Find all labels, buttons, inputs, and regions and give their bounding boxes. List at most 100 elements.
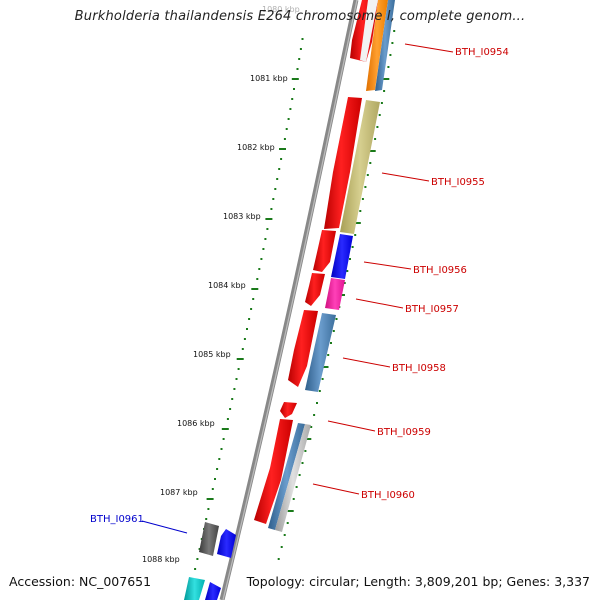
scale-minor-tick bbox=[220, 448, 223, 450]
guide-dot bbox=[316, 402, 318, 404]
gene-label-BTH_I0957[interactable]: BTH_I0957 bbox=[405, 304, 459, 315]
guide-dot bbox=[277, 558, 280, 560]
topology-text: Topology: circular; Length: 3,809,201 bp… bbox=[246, 574, 590, 589]
gene-label-BTH_I0959[interactable]: BTH_I0959 bbox=[377, 427, 431, 438]
guide-dot bbox=[343, 282, 346, 284]
gene-track-forward bbox=[254, 0, 378, 524]
guide-dot bbox=[351, 246, 354, 248]
gene-arrow-BTH_I0957[interactable] bbox=[305, 273, 325, 306]
guide-dot bbox=[305, 438, 312, 440]
scale-minor-tick bbox=[291, 98, 294, 100]
scale-minor-tick bbox=[205, 518, 208, 520]
scale-minor-tick bbox=[235, 378, 238, 380]
scale-major-tick bbox=[236, 358, 244, 360]
scale-minor-tick bbox=[196, 558, 199, 560]
scale-major-tick bbox=[251, 288, 259, 290]
scale-minor-tick bbox=[260, 258, 263, 260]
track-orange-segment bbox=[366, 0, 388, 91]
guide-dot bbox=[295, 486, 298, 488]
guide-dot bbox=[301, 462, 304, 464]
scale-minor-tick bbox=[211, 488, 214, 490]
guide-dot bbox=[366, 174, 369, 176]
scale-minor-tick bbox=[278, 168, 281, 170]
scale-label-1080: 1080 kbp bbox=[262, 5, 300, 14]
gene-arrow-BTH_I0960[interactable] bbox=[254, 419, 293, 524]
scale-label-1085: 1085 kbp bbox=[193, 350, 231, 359]
scale-minor-tick bbox=[276, 178, 279, 180]
gene-arrow-BTH_I0956[interactable] bbox=[313, 230, 336, 272]
gene-label-BTH_I0961[interactable]: BTH_I0961 bbox=[90, 514, 144, 525]
guide-dot bbox=[361, 198, 364, 200]
scale-labels: 1080 kbp 1081 kbp 1082 kbp 1083 kbp 1084… bbox=[142, 5, 300, 564]
scale-minor-tick bbox=[264, 238, 267, 240]
scale-minor-tick bbox=[222, 438, 225, 440]
scale-label-1084: 1084 kbp bbox=[208, 281, 246, 290]
scale-minor-tick bbox=[241, 348, 244, 350]
scale-minor-tick bbox=[194, 568, 197, 570]
scale-label-1087: 1087 kbp bbox=[160, 488, 198, 497]
scale-minor-tick bbox=[270, 208, 273, 210]
gene-label-BTH_I0958[interactable]: BTH_I0958 bbox=[392, 363, 446, 374]
guide-dot bbox=[330, 342, 332, 344]
gene-arrow-BTH_I0961[interactable] bbox=[199, 522, 219, 556]
gene-arrow-BTH_I0958[interactable] bbox=[288, 310, 318, 387]
guide-dot bbox=[335, 318, 338, 320]
gene-label-BTH_I0956[interactable]: BTH_I0956 bbox=[413, 265, 467, 276]
guide-dot bbox=[364, 186, 367, 188]
outer-guide-dots bbox=[277, 30, 396, 560]
scale-minor-tick bbox=[226, 418, 229, 420]
scale-minor-tick bbox=[293, 88, 295, 90]
guide-dot bbox=[389, 54, 392, 56]
gene-label-BTH_I0954[interactable]: BTH_I0954 bbox=[455, 47, 509, 58]
scale-minor-tick bbox=[262, 248, 265, 250]
scale-minor-tick bbox=[233, 388, 236, 390]
accession-text: Accession: NC_007651 bbox=[9, 574, 152, 589]
scale-minor-tick bbox=[285, 128, 288, 130]
scale-minor-tick bbox=[301, 38, 304, 40]
leader-BTH_I0958 bbox=[342, 357, 391, 368]
scale-minor-tick bbox=[266, 228, 269, 230]
gene-arrow-BTH_I0955[interactable] bbox=[324, 97, 362, 229]
scale-label-1086: 1086 kbp bbox=[177, 419, 215, 428]
guide-dot bbox=[346, 270, 349, 272]
guide-dot bbox=[391, 42, 394, 44]
track-white-segment bbox=[360, 0, 378, 62]
chromosome-backbone-highlight bbox=[222, 0, 358, 601]
scale-major-tick bbox=[221, 428, 229, 430]
leader-BTH_I0960 bbox=[312, 483, 360, 495]
gene-block-cyan bbox=[184, 577, 205, 600]
guide-dot bbox=[280, 546, 283, 548]
guide-dot bbox=[380, 102, 383, 104]
guide-dot bbox=[354, 234, 357, 236]
guide-dot bbox=[321, 378, 324, 380]
gene-label-BTH_I0955[interactable]: BTH_I0955 bbox=[431, 177, 485, 188]
leader-BTH_I0959 bbox=[327, 420, 376, 432]
track-blue-segment bbox=[331, 234, 353, 279]
track-steelblue-segment bbox=[375, 0, 395, 91]
scale-label-1082: 1082 kbp bbox=[237, 143, 275, 152]
guide-dot bbox=[292, 498, 295, 500]
guide-dot bbox=[298, 474, 301, 476]
guide-dot bbox=[383, 78, 390, 80]
map-title: Burkholderia thailandensis E264 chromoso… bbox=[74, 9, 526, 24]
gene-label-BTH_I0960[interactable]: BTH_I0960 bbox=[361, 490, 415, 501]
scale-minor-tick bbox=[274, 188, 277, 190]
guide-dot bbox=[383, 90, 386, 92]
guide-dot bbox=[354, 222, 361, 224]
scale-minor-tick bbox=[243, 338, 246, 340]
leader-BTH_I0954 bbox=[404, 43, 454, 53]
gene-block-blue-2 bbox=[205, 582, 221, 600]
scale-minor-tick bbox=[229, 408, 232, 410]
gene-track-function bbox=[268, 0, 395, 532]
guide-dot bbox=[286, 522, 289, 524]
scale-label-1088: 1088 kbp bbox=[142, 555, 180, 564]
track-olive-segment bbox=[340, 100, 380, 234]
guide-dot bbox=[376, 126, 379, 128]
scale-minor-tick bbox=[287, 118, 290, 120]
gene-arrow-BTH_I0959[interactable] bbox=[280, 402, 297, 418]
scale-minor-tick bbox=[280, 158, 283, 160]
leader-BTH_I0955 bbox=[381, 172, 430, 182]
scale-major-tick bbox=[279, 148, 286, 150]
